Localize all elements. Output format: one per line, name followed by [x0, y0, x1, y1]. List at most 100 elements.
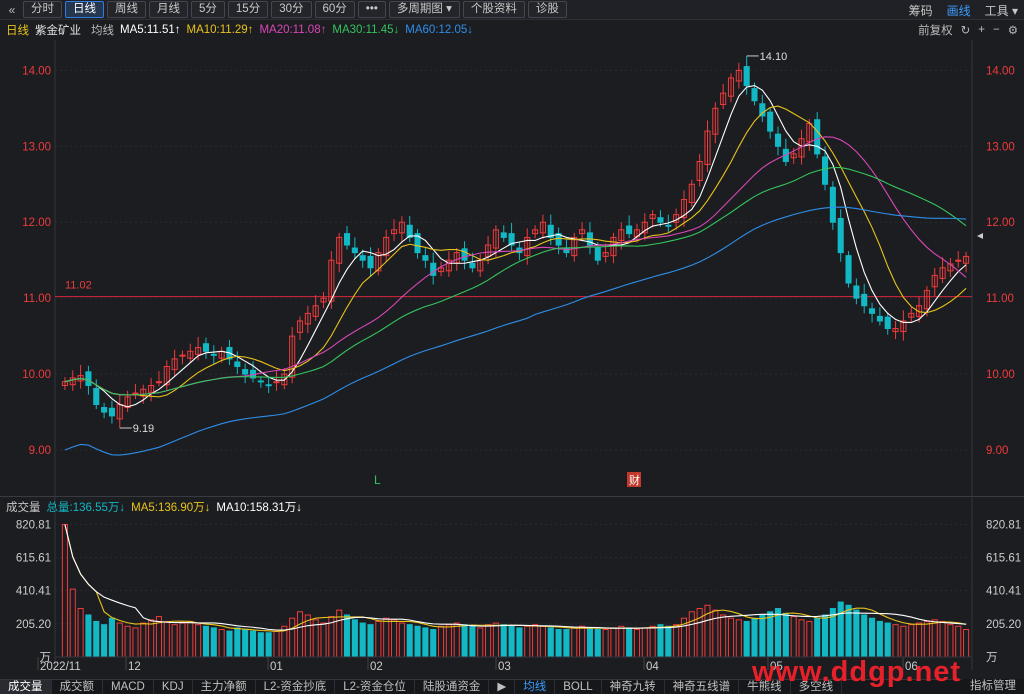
volume-bar [140, 622, 147, 658]
candle-body [829, 186, 836, 223]
volume-tick-right: 615.61 [986, 553, 1021, 565]
candle-body [461, 248, 468, 261]
volume-bar [939, 620, 946, 658]
volume-bar [296, 611, 304, 658]
indicator-tab-14[interactable]: 多空线 [791, 680, 843, 694]
indicator-tab-1[interactable]: 成交额 [52, 680, 103, 694]
indicator-tab-2[interactable]: MACD [103, 680, 154, 694]
indicator-tab-5[interactable]: L2-资金抄底 [256, 680, 336, 694]
indicator-tab-7[interactable]: 陆股通资金 [415, 680, 490, 694]
candle-body [633, 229, 641, 238]
indicator-tab-13[interactable]: 牛熊线 [739, 680, 791, 694]
indicator-tab-11[interactable]: 神奇九转 [602, 680, 665, 694]
candle-body [155, 381, 162, 384]
volume-bar [586, 627, 593, 658]
volume-bar [265, 632, 272, 658]
zoom-out-icon[interactable]: − [992, 24, 1000, 36]
candle-body [69, 377, 76, 386]
period-tab-2[interactable]: 周线 [107, 1, 146, 18]
volume-bar [947, 624, 954, 658]
volume-tick-right: 410.41 [986, 586, 1021, 598]
indicator-tab-0[interactable]: 成交量 [0, 680, 52, 694]
volume-bar [351, 619, 358, 658]
chips-button[interactable]: 筹码 [908, 3, 933, 18]
avg-line-label[interactable]: 均线 [91, 25, 114, 37]
candle-body [884, 316, 891, 330]
pane-divider[interactable] [0, 496, 1024, 497]
candle-body [955, 259, 962, 262]
event-marker-l: L [374, 473, 381, 487]
volume-bar [673, 624, 680, 658]
candle-body [845, 255, 852, 284]
indicator-tab-8[interactable]: ▶ [489, 680, 516, 694]
volume-bar [963, 629, 970, 658]
event-marker-bg [627, 472, 641, 487]
candle-body [265, 384, 272, 387]
volume-bar [547, 627, 554, 658]
period-tab-1[interactable]: 日线 [65, 1, 104, 18]
draw-line-button[interactable]: 画线 [946, 3, 971, 18]
volume-bar [876, 620, 883, 658]
period-tab-7[interactable]: 60分 [314, 1, 355, 18]
volume-tick-left: 410.41 [16, 586, 51, 598]
indicator-tab-10[interactable]: BOLL [555, 680, 602, 694]
price-tick-left: 12.00 [22, 217, 51, 229]
period-toolbar: « 分时 日线 周线 月线 5分 15分 30分 60分 ••• 多周期图 ▾ 个股资料 诊股… [0, 0, 1024, 20]
volume-bar [539, 625, 546, 658]
indicator-tab-4[interactable]: 主力净额 [193, 680, 256, 694]
period-tab-3[interactable]: 月线 [149, 1, 188, 18]
settings-icon[interactable]: ⚙ [1007, 25, 1018, 37]
candle-body [712, 107, 719, 135]
volume-bar [85, 614, 92, 658]
period-tab-6[interactable]: 30分 [271, 1, 312, 18]
volume-tick-right: 205.20 [986, 619, 1021, 631]
price-tick-right: 14.00 [986, 65, 1015, 77]
volume-bar [743, 620, 750, 658]
volume-bar [829, 608, 836, 658]
tools-dropdown[interactable]: 工具 ▾ [984, 3, 1018, 18]
volume-bar [406, 624, 413, 658]
indicator-manage-button[interactable]: 指标管理 [962, 679, 1024, 694]
price-tick-right: 10.00 [986, 369, 1015, 381]
candle-body [923, 290, 930, 310]
date-label: 04 [646, 661, 659, 673]
price-tick-left: 14.00 [22, 65, 51, 77]
candle-body [210, 353, 217, 356]
candle-body [101, 407, 108, 413]
multi-period-dropdown[interactable]: 多周期图 ▾ [388, 1, 460, 18]
indicator-tab-6[interactable]: L2-资金仓位 [335, 680, 415, 694]
diagnose-button[interactable]: 诊股 [527, 1, 567, 18]
volume-bar [163, 620, 170, 658]
adjust-dropdown[interactable]: 前复权 [918, 25, 953, 37]
volume-bar [931, 619, 938, 658]
zoom-in-icon[interactable]: + [978, 24, 985, 36]
period-tab-4[interactable]: 5分 [191, 1, 225, 18]
volume-bar [571, 627, 578, 658]
period-tab-5[interactable]: 15分 [227, 1, 269, 18]
profile-button[interactable]: 个股资料 [462, 1, 525, 18]
volume-bar [657, 624, 664, 658]
indicator-tab-12[interactable]: 神奇五线谱 [665, 680, 740, 694]
back-icon[interactable]: « [8, 2, 16, 17]
volume-bar [187, 620, 194, 658]
indicator-tab-3[interactable]: KDJ [154, 680, 193, 694]
price-tick-right: 11.00 [986, 293, 1014, 305]
period-tab-0[interactable]: 分时 [23, 1, 62, 18]
candle-body [508, 233, 515, 246]
candle-body [273, 381, 280, 384]
volume-bar [955, 625, 962, 658]
candle-body [665, 224, 672, 227]
volume-bar [923, 620, 930, 658]
volume-bar [367, 624, 374, 658]
volume-bar [837, 601, 844, 658]
volume-bar [688, 611, 695, 658]
indicator-tab-9[interactable]: 均线 [515, 680, 556, 694]
more-button[interactable]: ••• [357, 1, 386, 18]
volume-bar [101, 624, 108, 658]
undo-icon[interactable]: ↻ [960, 25, 971, 37]
volume-bar [649, 625, 656, 658]
candle-body [226, 347, 233, 360]
volume-bar [124, 625, 131, 658]
volume-bar [774, 608, 782, 658]
candle-body [720, 92, 727, 106]
